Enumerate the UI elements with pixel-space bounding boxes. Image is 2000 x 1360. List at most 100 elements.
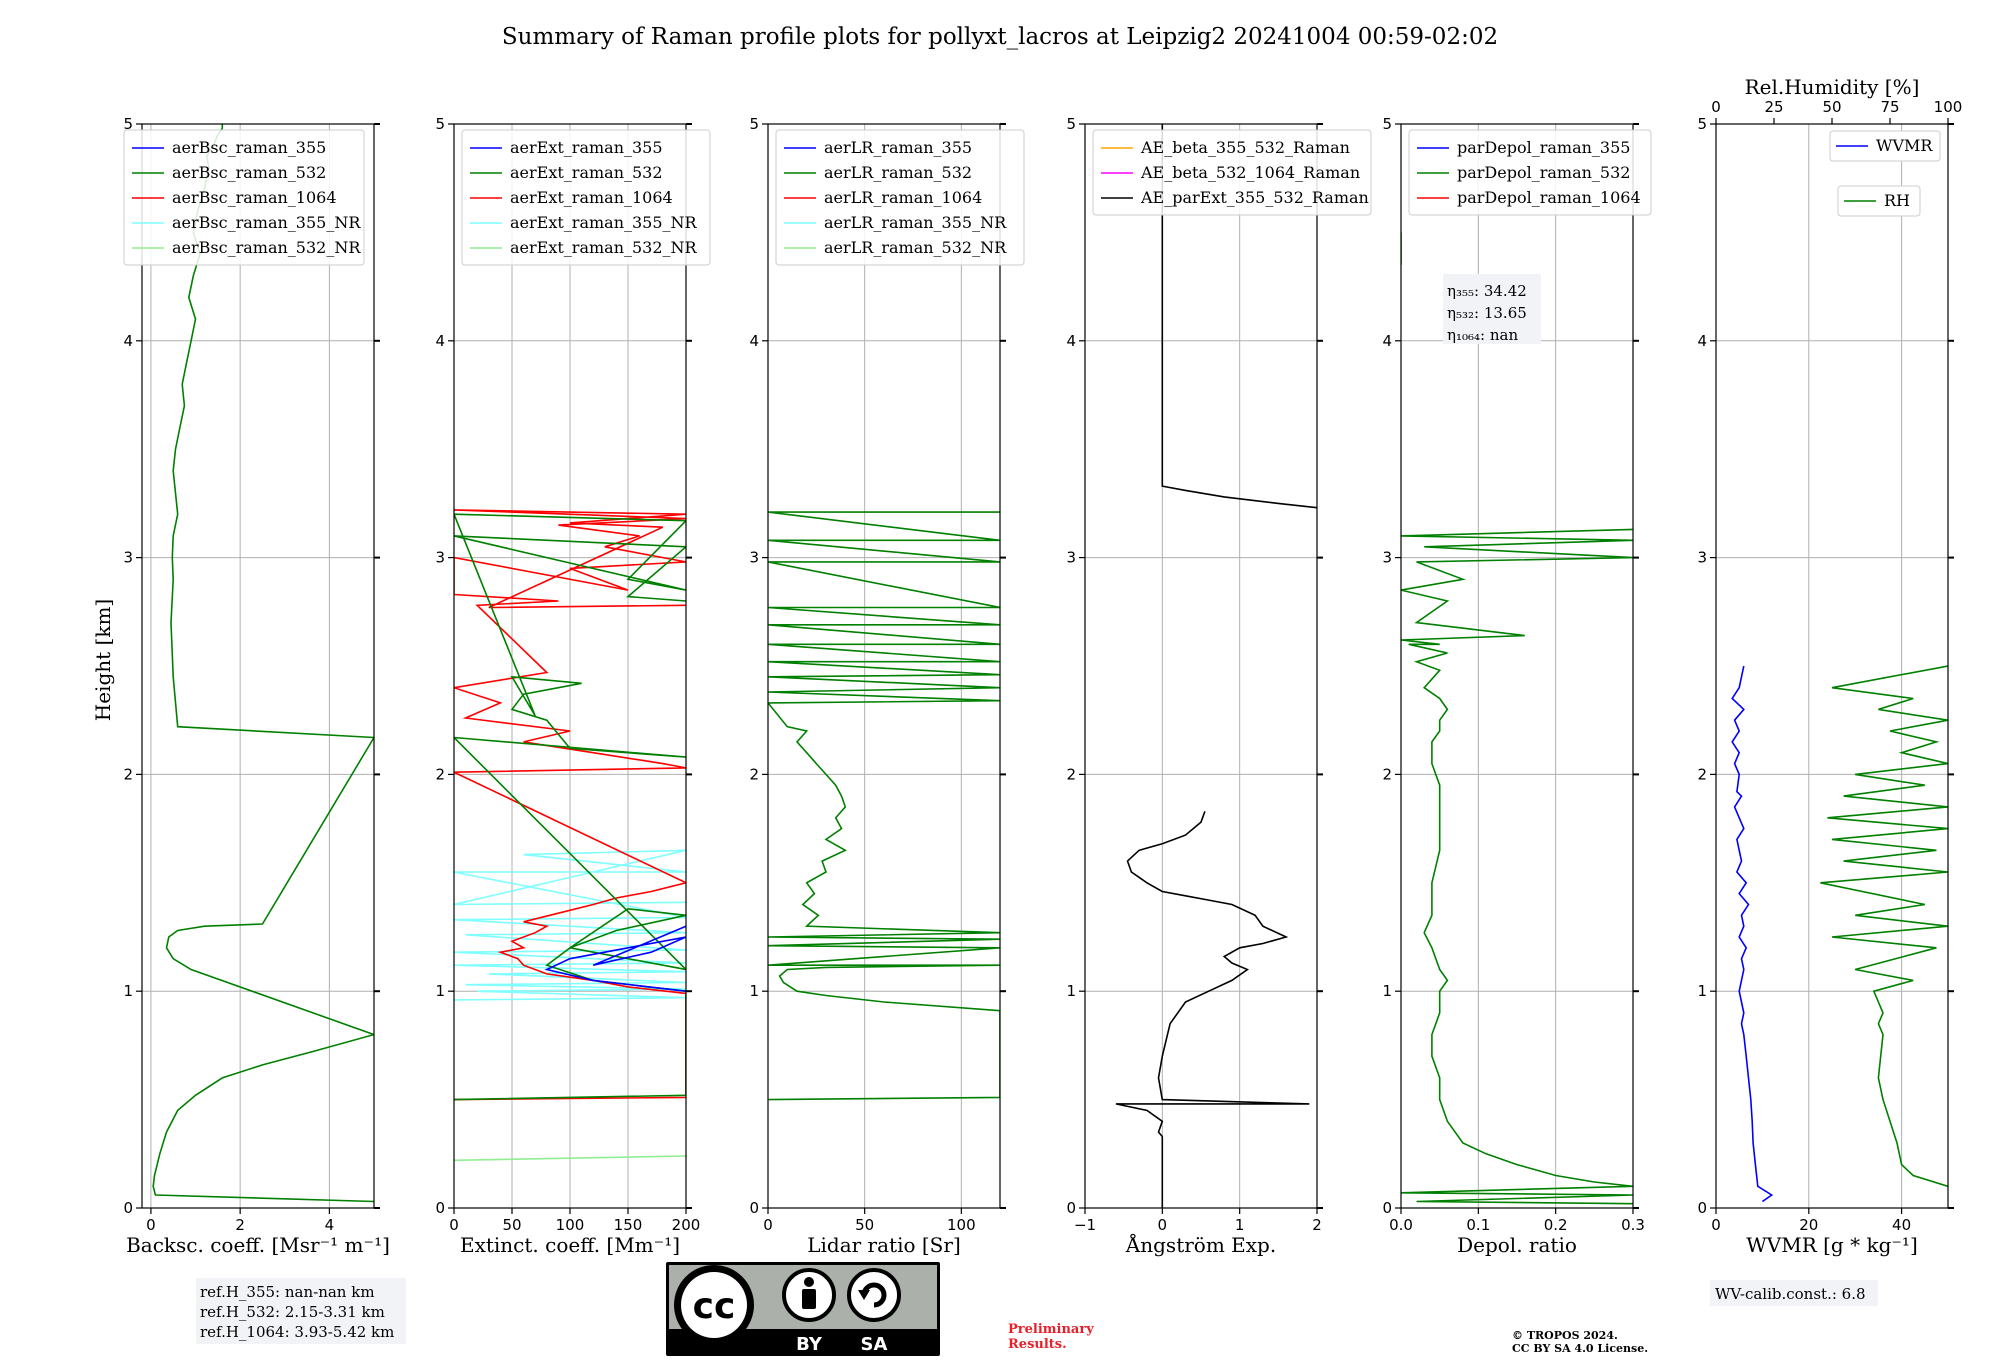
y-tick-label: 4	[1382, 332, 1392, 350]
panel-2: 0 50 100 150 200 0 1 2 3 4 5 Extinct. coeff. [Mm⁻¹]…	[435, 115, 711, 1257]
legend-entry: aerExt_raman_355	[510, 138, 663, 157]
series-line-rh	[1820, 665, 1948, 1188]
badge-by-label: BY	[796, 1334, 823, 1355]
x-tick-label: 50	[855, 1216, 874, 1234]
y-tick-label: 1	[435, 982, 445, 1000]
y-tick-label: 5	[1697, 115, 1707, 133]
preliminary-line-1: Preliminary	[1008, 1322, 1094, 1337]
y-tick-label: 4	[1066, 332, 1076, 350]
legend-entry: aerExt_raman_532	[510, 163, 663, 182]
y-tick-label: 3	[1697, 549, 1707, 567]
x-axis-label: WVMR [g * kg⁻¹]	[1746, 1233, 1918, 1257]
x-tick-label: 100	[947, 1216, 976, 1234]
series-group	[768, 511, 1000, 1101]
y-tick-label: 0	[1066, 1199, 1076, 1217]
y-tick-label: 1	[1066, 982, 1076, 1000]
eta-value: η₅₃₂: 13.65	[1447, 304, 1527, 322]
legend-entry: aerBsc_raman_355_NR	[172, 213, 361, 232]
top-x-tick-label: 100	[1934, 98, 1963, 116]
y-tick-label: 4	[749, 332, 759, 350]
legend-entry: aerLR_raman_355	[824, 138, 972, 157]
y-tick-label: 3	[1382, 549, 1392, 567]
series-line-ae-parext-355-532-raman	[1115, 811, 1310, 1208]
x-axis-label: Depol. ratio	[1457, 1233, 1577, 1257]
legend-entry: aerBsc_raman_355	[172, 138, 326, 157]
y-tick-label: 5	[1382, 115, 1392, 133]
top-axis-label: Rel.Humidity [%]	[1745, 75, 1920, 99]
x-axis-label: Lidar ratio [Sr]	[807, 1233, 961, 1257]
legend-box	[775, 129, 1025, 266]
x-tick-label: 0.2	[1544, 1216, 1568, 1234]
plot-frame	[1715, 123, 1949, 1209]
x-tick-label: 0.1	[1466, 1216, 1490, 1234]
y-tick-label: 5	[123, 115, 133, 133]
legend-entry: aerExt_raman_532_NR	[510, 238, 698, 257]
plot-frame	[1400, 123, 1634, 1209]
copyright-line-2: CC BY SA 4.0 License.	[1512, 1342, 1648, 1355]
legend-entry: WVMR	[1876, 136, 1933, 155]
cc-license-badge: cc BY SA	[666, 1262, 940, 1356]
series-line-aerext-raman-532-nr	[454, 1155, 686, 1162]
panel-6: 0 20 40 0 1 2 3 4 5 WVMR [g * kg⁻¹] 0 25 50 75 100 Rel.…	[1697, 75, 1962, 1306]
ref-height-532: ref.H_532: 2.15-3.31 km	[200, 1303, 385, 1321]
y-tick-label: 1	[1697, 982, 1707, 1000]
top-x-tick-label: 50	[1822, 98, 1841, 116]
x-tick-label: 100	[556, 1216, 585, 1234]
y-tick-label: 3	[749, 549, 759, 567]
eta-value: η₃₅₅: 34.42	[1447, 282, 1527, 300]
legend: AE_beta_355_532_Raman AE_beta_532_1064_Ra…	[1092, 129, 1372, 216]
series-line-aerext-raman-355-nr	[454, 849, 686, 1001]
legend-entry: aerLR_raman_532	[824, 163, 972, 182]
x-tick-label: 0	[449, 1216, 459, 1234]
ref-heights-box: ref.H_355: nan-nan km ref.H_532: 2.15-3.…	[196, 1278, 406, 1344]
eta-annotation: η₃₅₅: 34.42 η₅₃₂: 13.65 η₁₀₆₄: nan	[1443, 274, 1541, 344]
y-tick-label: 0	[749, 1199, 759, 1217]
legend-entry: parDepol_raman_532	[1457, 163, 1630, 182]
plot-frame	[141, 123, 375, 1209]
y-tick-label: 1	[749, 982, 759, 1000]
legend-entry: aerLR_raman_355_NR	[824, 213, 1007, 232]
plot-frame	[767, 123, 1001, 1209]
cc-icon: cc	[674, 1265, 754, 1345]
x-tick-label: 0	[1711, 1216, 1721, 1234]
share-alike-icon	[847, 1268, 901, 1322]
x-axis-label: Backsc. coeff. [Msr⁻¹ m⁻¹]	[126, 1233, 390, 1257]
y-tick-label: 2	[1066, 765, 1076, 783]
series-group	[454, 509, 686, 1162]
x-tick-label: 2	[235, 1216, 245, 1234]
attribution-icon	[782, 1268, 836, 1322]
legend-entry: aerBsc_raman_1064	[172, 188, 337, 207]
series-group	[152, 124, 374, 1203]
y-tick-label: 4	[435, 332, 445, 350]
legend-box	[1829, 130, 1941, 162]
legend-entry: AE_beta_355_532_Raman	[1140, 138, 1350, 157]
y-tick-label: 2	[123, 765, 133, 783]
panel-5: 0.0 0.1 0.2 0.3 0 1 2 3 4 5 Depol. ratio parDepol_r…	[1382, 115, 1652, 1257]
y-tick-label: 5	[435, 115, 445, 133]
ref-height-355: ref.H_355: nan-nan km	[200, 1283, 375, 1301]
y-tick-label: 2	[1697, 765, 1707, 783]
x-axis-label: Ångström Exp.	[1125, 1232, 1276, 1257]
y-axis-label: Height [km]	[91, 599, 115, 721]
x-tick-label: 20	[1799, 1216, 1818, 1234]
legend-box	[1408, 129, 1652, 216]
y-tick-label: 1	[123, 982, 133, 1000]
copyright-line-1: © TROPOS 2024.	[1512, 1329, 1618, 1342]
legend-entry: AE_parExt_355_532_Raman	[1140, 188, 1369, 207]
y-tick-label: 5	[749, 115, 759, 133]
legend-entry: aerLR_raman_532_NR	[824, 238, 1007, 257]
x-tick-label: 200	[672, 1216, 701, 1234]
top-x-tick-label: 25	[1764, 98, 1783, 116]
series-line-aerext-raman-355	[544, 925, 686, 992]
series-line-pardepol-raman-532	[1401, 528, 1633, 1205]
series-line-ae-parext-355-532-raman-upper	[1161, 124, 1317, 509]
legend-entry: aerBsc_raman_532	[172, 163, 326, 182]
legend-entry: parDepol_raman_1064	[1457, 188, 1641, 207]
legend-box	[1092, 129, 1372, 216]
series-group	[1401, 232, 1633, 1205]
legend: WVMR RH	[1829, 130, 1941, 217]
y-tick-label: 0	[1382, 1199, 1392, 1217]
x-tick-label: 50	[502, 1216, 521, 1234]
top-x-tick-label: 75	[1880, 98, 1899, 116]
